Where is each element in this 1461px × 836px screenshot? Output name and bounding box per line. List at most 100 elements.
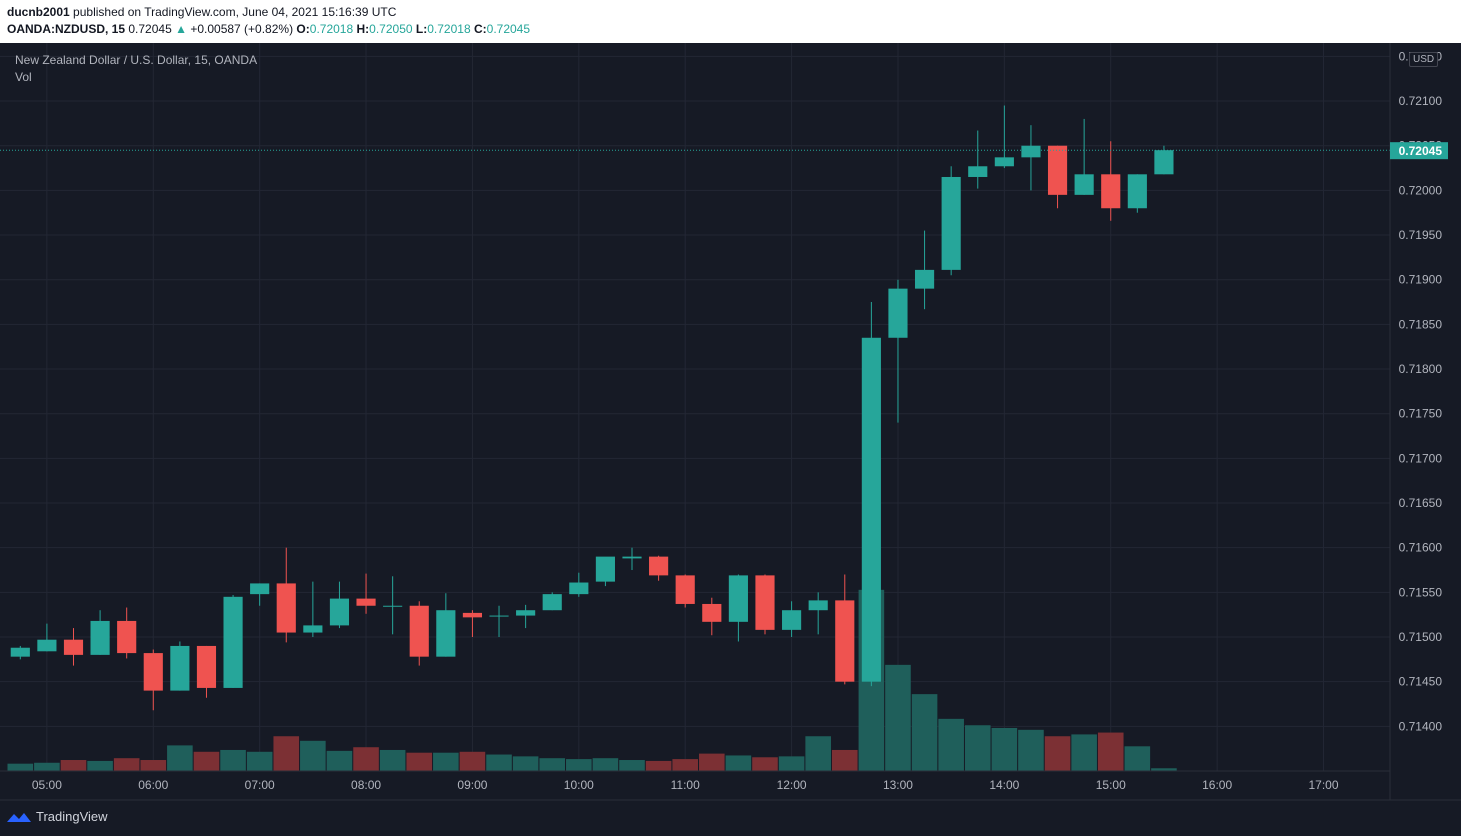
time-tick-label: 08:00 <box>351 778 381 792</box>
chart-legend-title: New Zealand Dollar / U.S. Dollar, 15, OA… <box>15 53 258 67</box>
volume-bar <box>140 760 167 771</box>
candle-body <box>436 610 456 657</box>
up-arrow-icon: ▲ <box>175 22 187 36</box>
price-tick-label: 0.72000 <box>1399 183 1443 197</box>
tradingview-logo-icon <box>7 812 31 822</box>
tradingview-logo[interactable]: TradingView <box>6 809 108 824</box>
volume-bar <box>1044 736 1071 771</box>
price-tick-label: 0.71650 <box>1399 496 1443 510</box>
candle-body <box>675 575 695 604</box>
volume-bar <box>34 762 60 771</box>
candle-body <box>835 600 855 682</box>
volume-bar <box>1124 746 1151 771</box>
candle-body <box>755 575 775 630</box>
price-tick-label: 0.71950 <box>1399 228 1443 242</box>
volume-bar <box>246 751 273 771</box>
volume-bar <box>113 758 140 771</box>
volume-bar <box>699 753 725 771</box>
candle-body <box>37 639 57 652</box>
price-tick-label: 0.71500 <box>1399 630 1443 644</box>
volume-bar <box>831 749 858 771</box>
volume-bar <box>885 664 911 771</box>
candle-body <box>1021 145 1041 158</box>
volume-bar <box>167 745 193 771</box>
candle-body <box>10 647 30 657</box>
currency-badge[interactable]: USD <box>1409 52 1439 67</box>
time-tick-label: 06:00 <box>138 778 168 792</box>
candle-body <box>861 337 881 682</box>
candle-body <box>782 610 802 630</box>
price-tick-label: 0.71450 <box>1399 675 1443 689</box>
candle-body <box>968 166 988 177</box>
volume-bar <box>353 747 379 771</box>
candle-body <box>569 582 589 595</box>
volume-bar <box>459 751 486 771</box>
volume-bar <box>991 727 1018 771</box>
close-value: 0.72045 <box>486 22 531 36</box>
price-tick-label: 0.71550 <box>1399 585 1443 599</box>
volume-bar <box>193 751 220 771</box>
open-value: 0.72018 <box>309 22 354 36</box>
candle-body <box>303 625 323 633</box>
volume-bar <box>512 756 539 771</box>
volume-bar <box>1071 734 1097 771</box>
chart-frame[interactable]: 0.721500.721000.720500.720000.719500.719… <box>0 43 1461 836</box>
time-tick-label: 15:00 <box>1096 778 1126 792</box>
volume-bar <box>645 760 672 771</box>
volume-bar <box>725 755 752 771</box>
candle-body <box>941 176 961 270</box>
time-tick-label: 11:00 <box>671 778 700 792</box>
volume-bar <box>300 740 326 771</box>
time-tick-label: 05:00 <box>32 778 62 792</box>
candle-body <box>223 596 243 688</box>
volume-bar <box>592 758 619 771</box>
candle-body <box>888 288 908 338</box>
volume-bar <box>433 752 459 771</box>
volume-bar <box>379 749 406 771</box>
volume-legend: Vol <box>15 70 32 84</box>
time-tick-label: 12:00 <box>777 778 807 792</box>
last-price: 0.72045 <box>128 22 172 36</box>
price-tick-label: 0.71850 <box>1399 317 1443 331</box>
candle-body <box>1154 150 1174 175</box>
price-tick-label: 0.71800 <box>1399 362 1443 376</box>
candle-body <box>702 603 722 622</box>
candle-body <box>1127 174 1147 209</box>
candle-body <box>728 575 748 622</box>
candle-body <box>808 600 828 611</box>
volume-bar <box>805 736 831 771</box>
candle-body <box>356 598 376 606</box>
candle-body <box>649 556 669 576</box>
candle-body <box>1074 174 1094 195</box>
time-tick-label: 16:00 <box>1202 778 1232 792</box>
candle-body <box>489 615 509 617</box>
volume-bar <box>778 756 805 771</box>
candle-body <box>1047 145 1068 195</box>
high-value: 0.72050 <box>369 22 413 36</box>
volume-bar <box>672 759 698 771</box>
volume-bar <box>326 750 353 771</box>
author-name[interactable]: ducnb2001 <box>7 5 70 19</box>
price-tick-label: 0.71750 <box>1399 407 1443 421</box>
candle-body <box>196 645 217 688</box>
volume-bar <box>406 752 433 771</box>
volume-bar <box>7 763 34 771</box>
open-label: O: <box>296 22 310 36</box>
volume-bar <box>1018 729 1044 771</box>
volume-bar <box>752 757 778 771</box>
volume-bar <box>619 760 645 771</box>
price-chart[interactable]: 0.721500.721000.720500.720000.719500.719… <box>0 43 1461 836</box>
volume-bar <box>273 736 300 771</box>
time-tick-label: 14:00 <box>989 778 1019 792</box>
volume-bar <box>60 760 87 771</box>
volume-bar <box>1097 732 1124 771</box>
time-tick-label: 10:00 <box>564 778 594 792</box>
candle-body <box>276 583 296 633</box>
price-tick-label: 0.71900 <box>1399 273 1443 287</box>
time-tick-label: 09:00 <box>457 778 487 792</box>
candle-body <box>462 612 483 618</box>
candle-body <box>542 594 562 611</box>
time-tick-label: 17:00 <box>1308 778 1338 792</box>
last-price-badge-label: 0.72045 <box>1399 144 1443 158</box>
publish-info: published on TradingView.com, June 04, 2… <box>73 5 397 19</box>
